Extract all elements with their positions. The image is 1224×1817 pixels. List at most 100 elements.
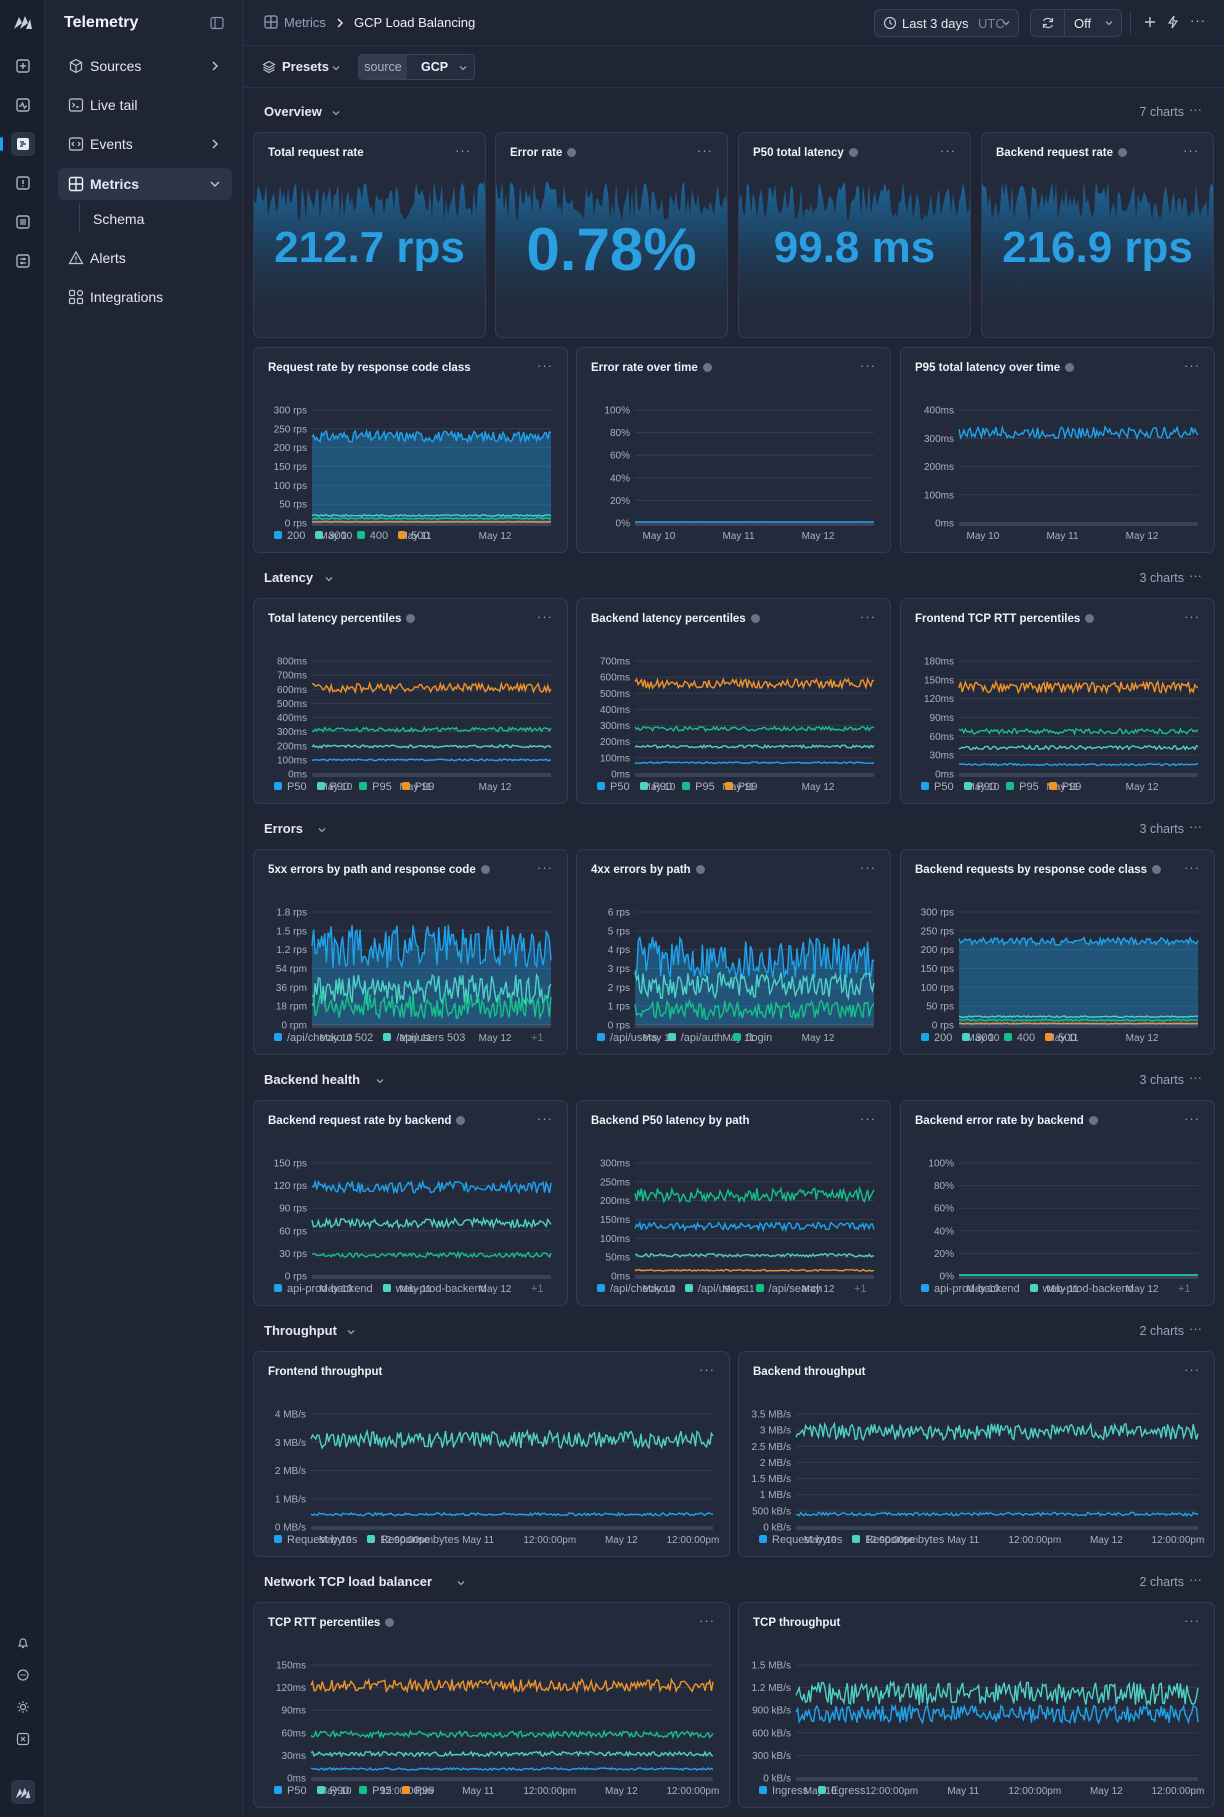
legend-item[interactable]: P99 [1048,781,1081,793]
chart-plot[interactable]: 6 rps 5 rps 4 rps 3 rps 2 rps 1 rps 0 rps May 1… [577,890,891,1050]
chart-plot[interactable]: 300 rps 250 rps 200 rps 150 rps 100 rps 50 rp… [254,388,568,548]
series-line[interactable] [311,681,552,695]
sun-icon[interactable] [11,1695,35,1719]
series-line[interactable] [311,758,552,762]
info-icon[interactable] [1152,865,1162,874]
series-line[interactable] [958,935,1199,948]
series-line[interactable] [795,1511,1199,1517]
info-icon[interactable] [567,148,577,157]
legend-item[interactable]: 500 [1045,1032,1076,1044]
legend-item[interactable]: P95 [359,781,392,793]
sidebar-item-sources[interactable]: Sources [58,50,232,82]
info-icon[interactable] [385,1618,395,1627]
info-icon[interactable] [1065,363,1075,372]
sidebar-item-events[interactable]: Events [58,128,232,160]
legend-item[interactable]: P99 [401,781,434,793]
info-icon[interactable] [702,363,712,372]
presets-button[interactable]: Presets [282,59,329,74]
legend-item[interactable]: /login [732,1032,772,1044]
more-options-icon[interactable]: ··· [1184,1362,1200,1377]
more-options-icon[interactable]: ··· [1184,1111,1200,1126]
more-options-icon[interactable]: ··· [1184,609,1200,624]
legend-item[interactable]: P90 [316,1785,349,1797]
series-line[interactable] [634,1268,874,1272]
legend-item[interactable]: 400 [1003,1032,1035,1044]
legend-more-count[interactable]: +1 [854,1283,867,1295]
more-options-icon[interactable]: ··· [860,860,876,875]
chart-card[interactable]: 4xx errors by path ··· 6 rps 5 rps 4 rps 3 rp… [576,849,891,1055]
sidebar-item-integrations[interactable]: Integrations [58,281,232,313]
activity-icon[interactable] [11,93,35,117]
plus-square-icon[interactable] [11,54,35,78]
series-line[interactable] [958,679,1199,695]
legend-more-count[interactable]: +1 [1178,1283,1191,1295]
more-options-icon[interactable]: ··· [860,609,876,624]
series-line[interactable] [958,762,1199,767]
legend-item[interactable]: P50 [597,781,630,793]
more-options-icon[interactable]: ··· [1184,860,1200,875]
series-line[interactable] [311,744,552,749]
info-icon[interactable] [750,614,760,623]
chart-plot[interactable]: 400ms 300ms 200ms 100ms 0ms May 10 May 11 May 1… [901,388,1215,548]
chart-plot[interactable]: 150ms 120ms 90ms 60ms 30ms 0ms May 10 12:00:00p… [254,1643,730,1803]
more-options-icon[interactable]: ··· [699,1613,715,1628]
command-icon[interactable] [11,1727,35,1751]
legend-more-count[interactable]: +1 [531,1283,544,1295]
more-options-icon[interactable]: ··· [699,1362,715,1377]
lightning-icon[interactable] [1166,15,1180,34]
legend-item[interactable]: 300 [962,1032,994,1044]
series-line[interactable] [795,1680,1199,1707]
series-line[interactable] [958,1018,1199,1022]
sidebar-item-live-tail[interactable]: Live tail [58,89,232,121]
legend-item[interactable]: /api/users [684,1283,746,1295]
info-icon[interactable] [695,865,705,874]
section-title[interactable]: Errors [264,821,304,836]
series-line[interactable] [311,1216,552,1230]
series-line[interactable] [634,761,875,765]
legend-item[interactable]: Egress [818,1785,865,1797]
chart-card[interactable]: Backend throughput ··· 3.5 MB/s 3 MB/s 2.5 M… [738,1351,1215,1557]
series-line[interactable] [634,971,875,1001]
series-line[interactable] [311,428,552,444]
bell-icon[interactable] [11,1631,35,1655]
section-title[interactable]: Backend health [264,1072,361,1087]
chart-plot[interactable]: 800ms 700ms 600ms 500ms 400ms 300ms 200ms 100ms… [254,639,568,799]
info-icon[interactable] [848,148,858,157]
refresh-button[interactable] [1031,10,1065,36]
chart-card[interactable]: TCP throughput ··· 1.5 MB/s 1.2 MB/s 900 kB/… [738,1602,1215,1808]
legend-item[interactable]: /api/checkout 502 [274,1032,373,1044]
series-line[interactable] [795,1421,1199,1442]
legend-item[interactable]: Ingress [759,1785,808,1797]
more-options-icon[interactable]: ··· [1189,102,1202,117]
legend-item[interactable]: P90 [639,781,672,793]
legend-item[interactable]: Request bytes [274,1534,357,1546]
legend-item[interactable]: 300 [315,530,347,542]
series-line[interactable] [310,1750,714,1758]
info-icon[interactable] [1088,1116,1098,1125]
more-options-icon[interactable]: ··· [860,1111,876,1126]
series-line[interactable] [311,991,552,1021]
info-icon[interactable] [456,1116,466,1125]
more-options-icon[interactable]: ··· [537,358,553,373]
section-title[interactable]: Throughput [264,1323,337,1338]
legend-item[interactable]: P50 [921,781,954,793]
logs-icon[interactable] [11,132,35,156]
sidebar-item-metrics[interactable]: Metrics [58,168,232,200]
legend-item[interactable]: P50 [274,781,307,793]
database-icon[interactable] [11,210,35,234]
series-line[interactable] [634,997,875,1020]
chart-plot[interactable]: 1.8 rps 1.5 rps 1.2 rps 54 rpm 36 rpm 18 rpm 0… [254,890,568,1050]
series-line[interactable] [634,743,875,750]
chart-card[interactable]: Backend request rate by backend ··· 150 rp… [253,1100,568,1306]
more-options-icon[interactable]: ··· [1190,13,1206,28]
legend-item[interactable]: P95 [682,781,715,793]
chart-plot[interactable]: 150 rps 120 rps 90 rps 60 rps 30 rps 0 rps May… [254,1141,568,1301]
sidebar-item-alerts[interactable]: Alerts [58,242,232,274]
chart-plot[interactable]: 4 MB/s 3 MB/s 2 MB/s 1 MB/s 0 MB/s May 10 12:0… [254,1392,730,1552]
legend-item[interactable]: P99 [401,1785,434,1797]
chart-plot[interactable]: 180ms 150ms 120ms 90ms 60ms 30ms 0ms May 10 May … [901,639,1215,799]
legend-item[interactable]: P50 [274,1785,307,1797]
stat-card[interactable]: Total request rate ··· 212.7 rps [253,132,486,338]
more-options-icon[interactable]: ··· [1189,568,1202,583]
series-line[interactable] [311,1179,552,1195]
